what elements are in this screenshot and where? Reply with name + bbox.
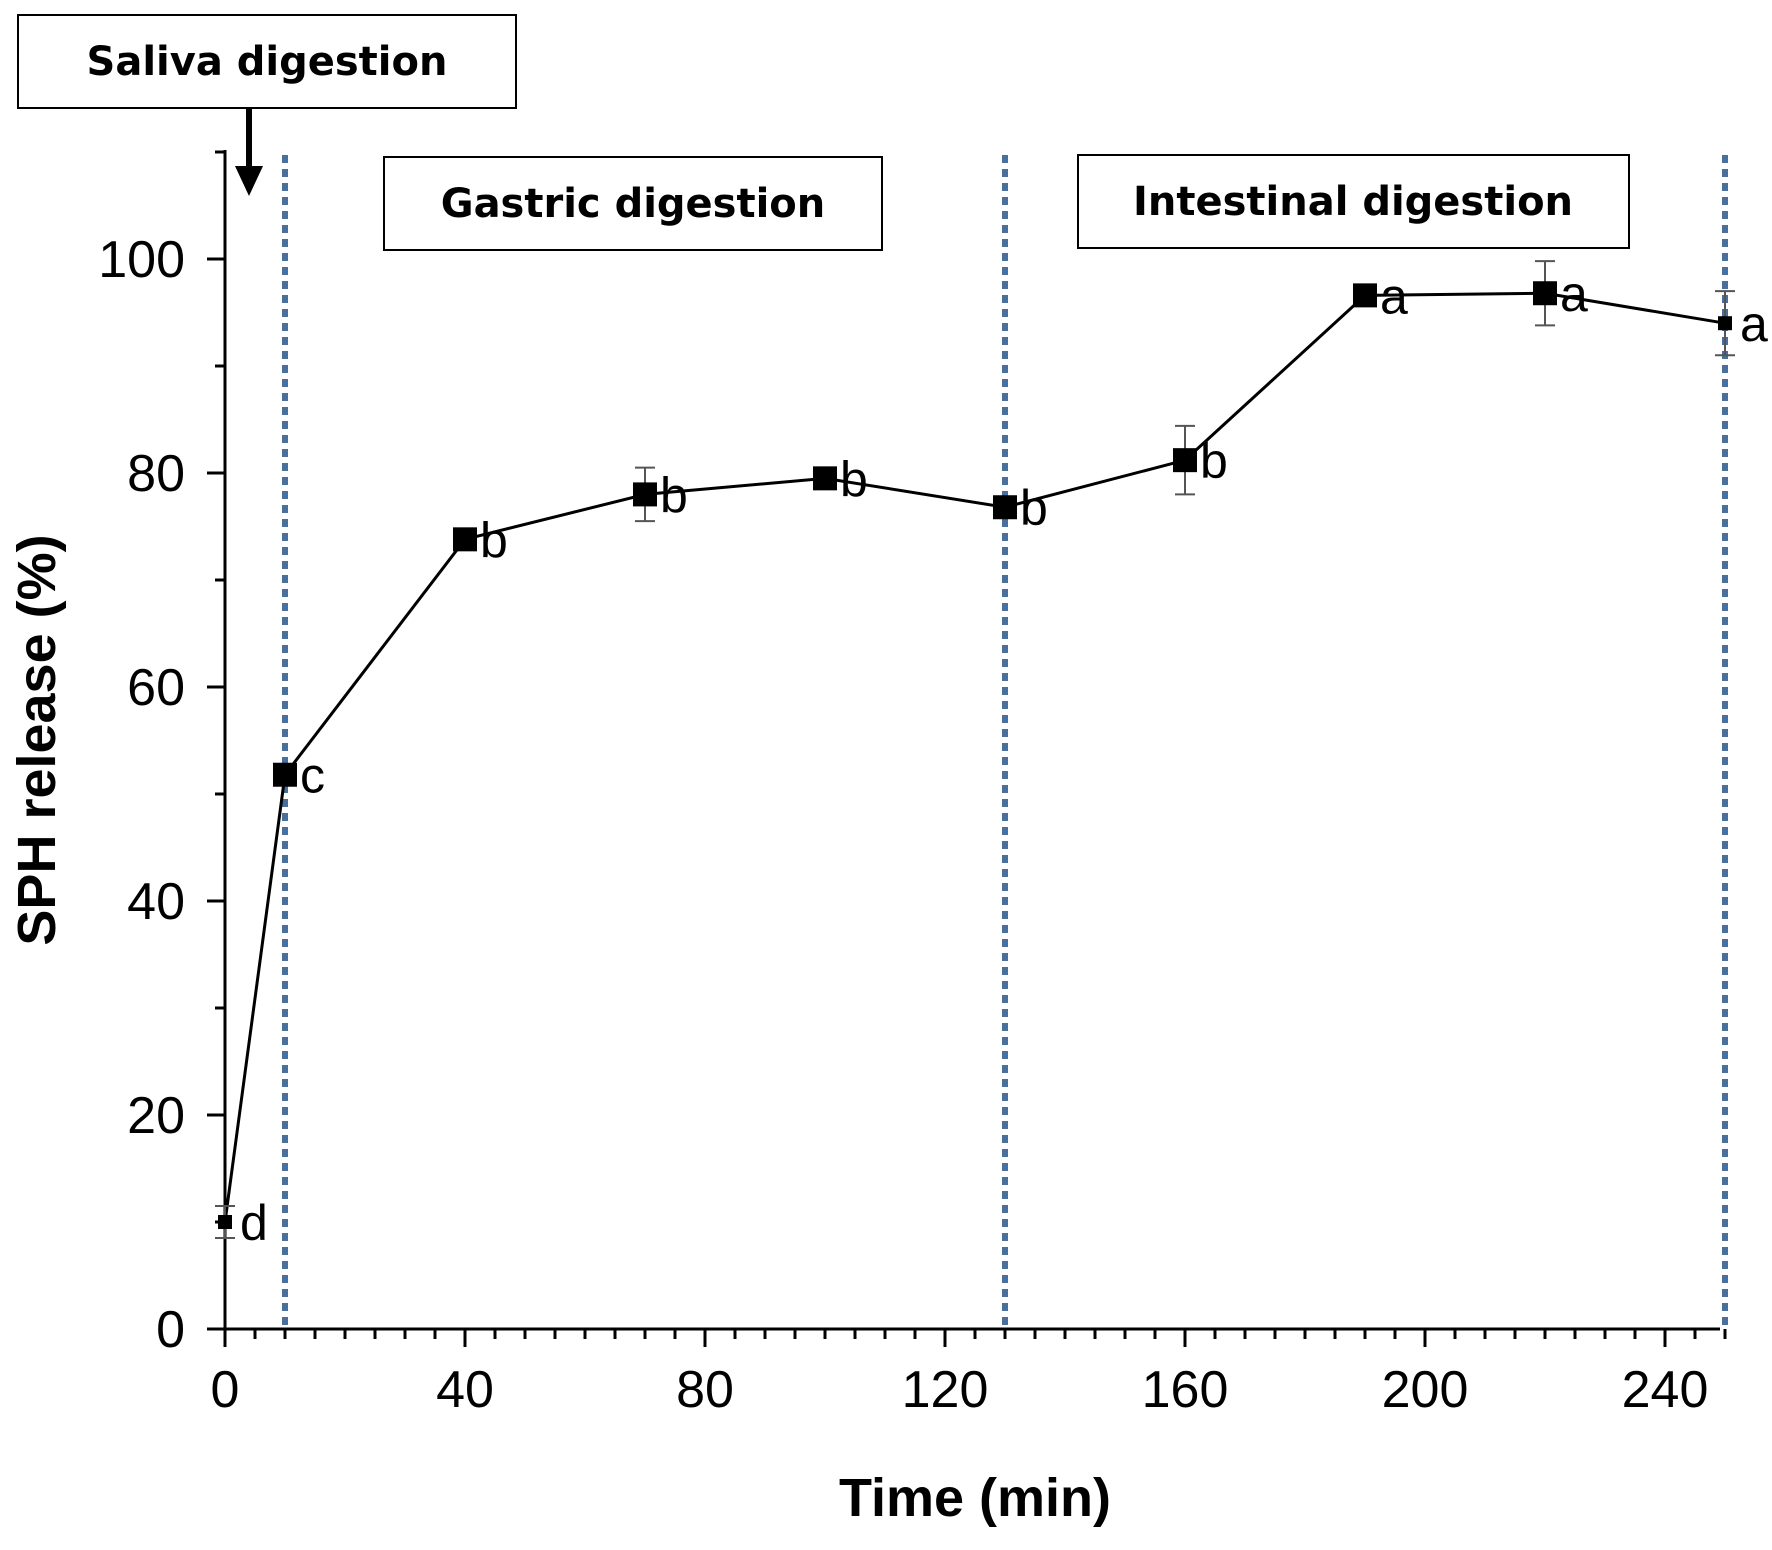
intestinal-label-box bbox=[1077, 154, 1630, 249]
significance-label: a bbox=[1560, 266, 1588, 322]
data-point bbox=[273, 762, 297, 787]
gastric-annotation: Gastric digestion bbox=[383, 156, 883, 251]
x-tick-label: 80 bbox=[676, 1361, 734, 1419]
significance-label: a bbox=[1380, 268, 1408, 324]
saliva-annotation: Saliva digestion bbox=[17, 14, 517, 196]
significance-label: b bbox=[840, 451, 868, 507]
data-point bbox=[1353, 283, 1377, 308]
x-tick-label: 0 bbox=[211, 1361, 240, 1419]
intestinal-annotation: Intestinal digestion bbox=[1077, 154, 1630, 249]
y-ticks: 0 20 40 60 80 100 bbox=[98, 150, 225, 1359]
x-tick-label: 200 bbox=[1382, 1361, 1469, 1419]
series: d c b b b b b a a a bbox=[215, 260, 1768, 1251]
intestinal-label: Intestinal digestion bbox=[1133, 179, 1573, 225]
y-axis-title: SPH release (%) bbox=[7, 534, 67, 945]
gastric-label-box bbox=[383, 156, 883, 251]
y-tick-label: 20 bbox=[127, 1087, 185, 1145]
x-tick-label: 120 bbox=[902, 1361, 989, 1419]
data-point bbox=[633, 482, 657, 507]
x-tick-label: 240 bbox=[1622, 1361, 1709, 1419]
data-point bbox=[1173, 448, 1197, 473]
y-tick-label: 100 bbox=[98, 231, 185, 289]
series-line bbox=[223, 291, 1726, 1223]
data-point bbox=[218, 1215, 232, 1229]
saliva-label-box bbox=[17, 14, 517, 109]
data-point bbox=[453, 527, 477, 552]
data-point bbox=[1533, 281, 1557, 306]
data-point bbox=[1718, 316, 1732, 331]
saliva-label: Saliva digestion bbox=[87, 39, 448, 85]
significance-label: a bbox=[1740, 296, 1768, 352]
saliva-arrow-head bbox=[235, 166, 263, 196]
y-tick-label: 0 bbox=[156, 1301, 185, 1359]
gastric-label: Gastric digestion bbox=[441, 181, 826, 227]
x-ticks: 0 40 80 120 160 200 240 bbox=[211, 1329, 1727, 1419]
significance-label: d bbox=[240, 1195, 268, 1251]
axes bbox=[223, 150, 1720, 1331]
y-tick-label: 80 bbox=[127, 445, 185, 503]
significance-label: c bbox=[300, 748, 325, 804]
y-tick-label: 60 bbox=[127, 659, 185, 717]
y-tick-label: 40 bbox=[127, 873, 185, 931]
x-tick-label: 160 bbox=[1142, 1361, 1229, 1419]
phase-divider-lines bbox=[282, 155, 1728, 1329]
data-point bbox=[813, 466, 837, 491]
x-axis-title: Time (min) bbox=[839, 1468, 1111, 1528]
significance-label: b bbox=[1200, 433, 1228, 489]
significance-label: b bbox=[480, 512, 508, 568]
x-tick-label: 40 bbox=[436, 1361, 494, 1419]
significance-label: b bbox=[1020, 480, 1048, 536]
data-point bbox=[993, 495, 1017, 520]
significance-label: b bbox=[660, 467, 688, 523]
